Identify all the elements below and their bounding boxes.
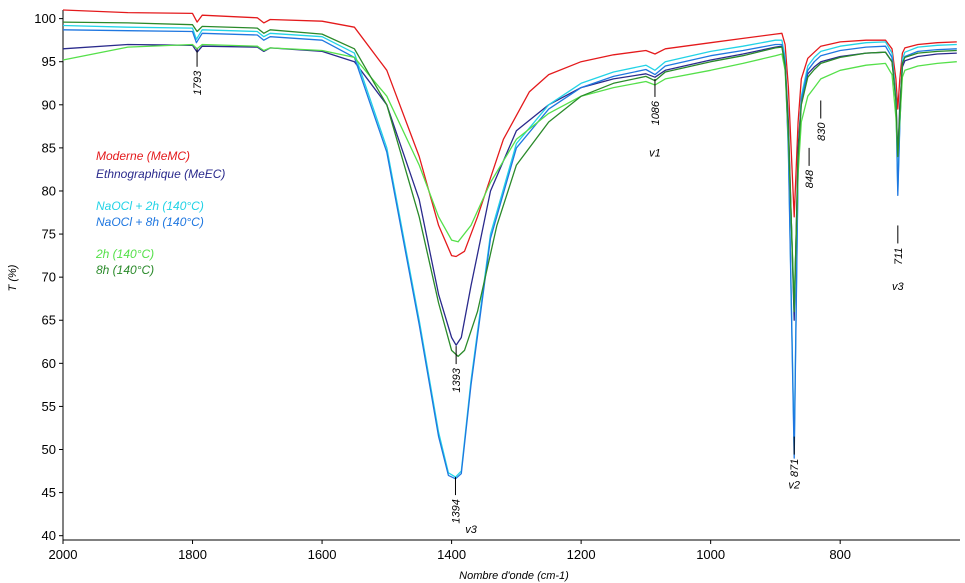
legend-entry: 2h (140°C) (95, 247, 154, 261)
annotation-label: v3 (892, 281, 905, 293)
y-tick-label: 80 (42, 183, 56, 198)
legend-entry: Moderne (MeMC) (96, 149, 190, 163)
annotation-label: 830 (816, 122, 828, 141)
annotation-label: 1393 (451, 367, 463, 392)
series-layer (62, 9, 957, 480)
annotation-label: v1 (649, 148, 661, 160)
series-line-3 (62, 24, 957, 478)
annotation-label: 848 (804, 169, 816, 188)
x-tick-label: 1200 (567, 547, 596, 562)
y-tick-label: 90 (42, 97, 56, 112)
y-tick-label: 40 (42, 528, 56, 543)
annotation-label: 871 (789, 459, 801, 477)
legend-entry: NaOCl + 8h (140°C) (96, 215, 204, 229)
annotation-label: v3 (465, 524, 478, 536)
x-tick-label: 1000 (696, 547, 725, 562)
y-axis: 40 45 50 55 60 65 70 75 80 85 90 95 100 (34, 10, 64, 543)
x-tick-label: 800 (829, 547, 851, 562)
annotation-label: v2 (788, 479, 800, 491)
series-line-4 (62, 29, 957, 480)
y-tick-label: 65 (42, 313, 56, 328)
series-line-6 (62, 21, 957, 358)
y-tick-label: 95 (42, 54, 56, 69)
y-tick-label: 70 (42, 270, 56, 285)
y-tick-label: 50 (42, 442, 56, 457)
annotation-label: 711 (893, 247, 905, 265)
y-tick-label: 100 (34, 11, 56, 26)
x-tick-label: 1800 (178, 547, 207, 562)
legend: Moderne (MeMC) Ethnographique (MeEC) NaOCl… (95, 149, 225, 277)
legend-entry: NaOCl + 2h (140°C) (96, 199, 204, 213)
x-tick-label: 1600 (308, 547, 337, 562)
legend-entry: Ethnographique (MeEC) (96, 167, 225, 181)
x-tick-label: 2000 (49, 547, 78, 562)
series-line-1 (62, 9, 957, 258)
annotation-label: 1394 (450, 499, 462, 523)
y-tick-label: 75 (42, 227, 56, 242)
x-axis: 2000 1800 1600 1400 1200 1000 800 (49, 539, 960, 562)
y-tick-label: 85 (42, 140, 56, 155)
series-line-5 (62, 43, 957, 304)
annotation-label: 1793 (192, 70, 204, 95)
y-tick-label: 60 (42, 356, 56, 371)
y-tick-label: 45 (42, 485, 56, 500)
y-tick-label: 55 (42, 399, 56, 414)
legend-entry: 8h (140°C) (96, 263, 154, 277)
x-axis-title: Nombre d'onde (cm-1) (459, 570, 569, 582)
y-axis-title: T (%) (7, 264, 19, 291)
x-tick-label: 1400 (437, 547, 466, 562)
annotation-label: 1086 (650, 100, 662, 125)
